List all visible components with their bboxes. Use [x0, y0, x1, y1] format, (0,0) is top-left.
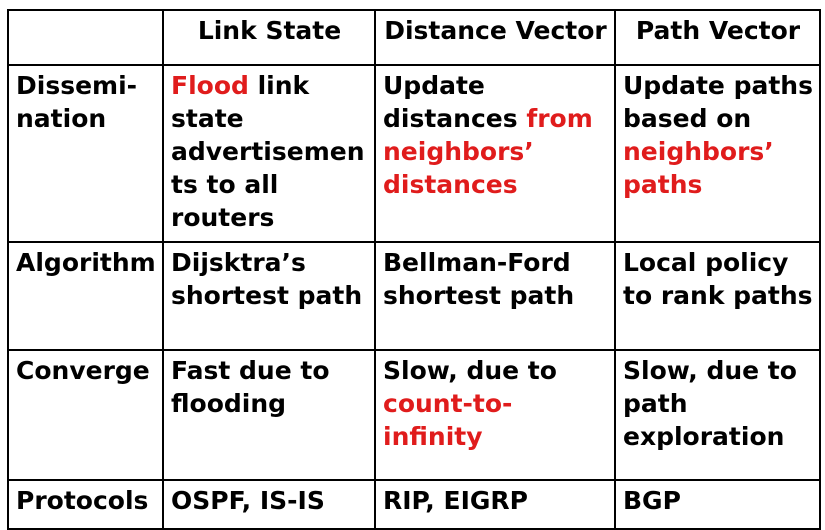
cell-converge-link-state: Fast due to flooding: [162, 349, 376, 481]
table-row-converge: Converge Fast due to flooding Slow, due …: [7, 349, 821, 481]
comparison-table: Link State Distance Vector Path Vector D…: [7, 9, 821, 530]
row-header-dissemination-line2: nation: [16, 104, 107, 133]
cell-text: Update paths based on: [623, 71, 813, 133]
row-header-dissemination: Dissemi- nation: [7, 64, 164, 243]
highlight-text: count-to-infinity: [383, 389, 513, 451]
table-row-algorithm: Algorithm Dijsktra’s shortest path Bellm…: [7, 241, 821, 351]
cell-dissemination-path-vector: Update paths based on neighbors’ paths: [614, 64, 821, 243]
highlight-text: Flood: [171, 71, 249, 100]
cell-algorithm-distance-vector: Bellman-Ford shortest path: [374, 241, 616, 351]
highlight-text: neighbors’ paths: [623, 137, 774, 199]
highlight-text: from neighbors’ distances: [383, 104, 593, 199]
cell-protocols-path-vector: BGP: [614, 479, 821, 530]
cell-text: Update distances: [383, 71, 527, 133]
cell-dissemination-link-state: Flood link state advertisemen ts to all …: [162, 64, 376, 243]
row-header-algorithm: Algorithm: [7, 241, 164, 351]
cell-text: Slow, due to: [383, 356, 557, 385]
cell-protocols-distance-vector: RIP, EIGRP: [374, 479, 616, 530]
cell-text: link state advertisemen ts to all router…: [171, 71, 365, 232]
table-row-dissemination: Dissemi- nation Flood link state adverti…: [7, 64, 821, 243]
cell-algorithm-link-state: Dijsktra’s shortest path: [162, 241, 376, 351]
column-header-link-state: Link State: [162, 9, 376, 66]
column-header-path-vector: Path Vector: [614, 9, 821, 66]
corner-cell: [7, 9, 164, 66]
column-header-distance-vector: Distance Vector: [374, 9, 616, 66]
row-header-protocols: Protocols: [7, 479, 164, 530]
cell-dissemination-distance-vector: Update distances from neighbors’ distanc…: [374, 64, 616, 243]
table-row-protocols: Protocols OSPF, IS-IS RIP, EIGRP BGP: [7, 479, 821, 530]
cell-algorithm-path-vector: Local policy to rank paths: [614, 241, 821, 351]
header-row: Link State Distance Vector Path Vector: [7, 9, 821, 66]
row-header-dissemination-line1: Dissemi-: [16, 71, 138, 100]
row-header-converge: Converge: [7, 349, 164, 481]
cell-converge-distance-vector: Slow, due to count-to-infinity: [374, 349, 616, 481]
cell-converge-path-vector: Slow, due to path exploration: [614, 349, 821, 481]
cell-protocols-link-state: OSPF, IS-IS: [162, 479, 376, 530]
